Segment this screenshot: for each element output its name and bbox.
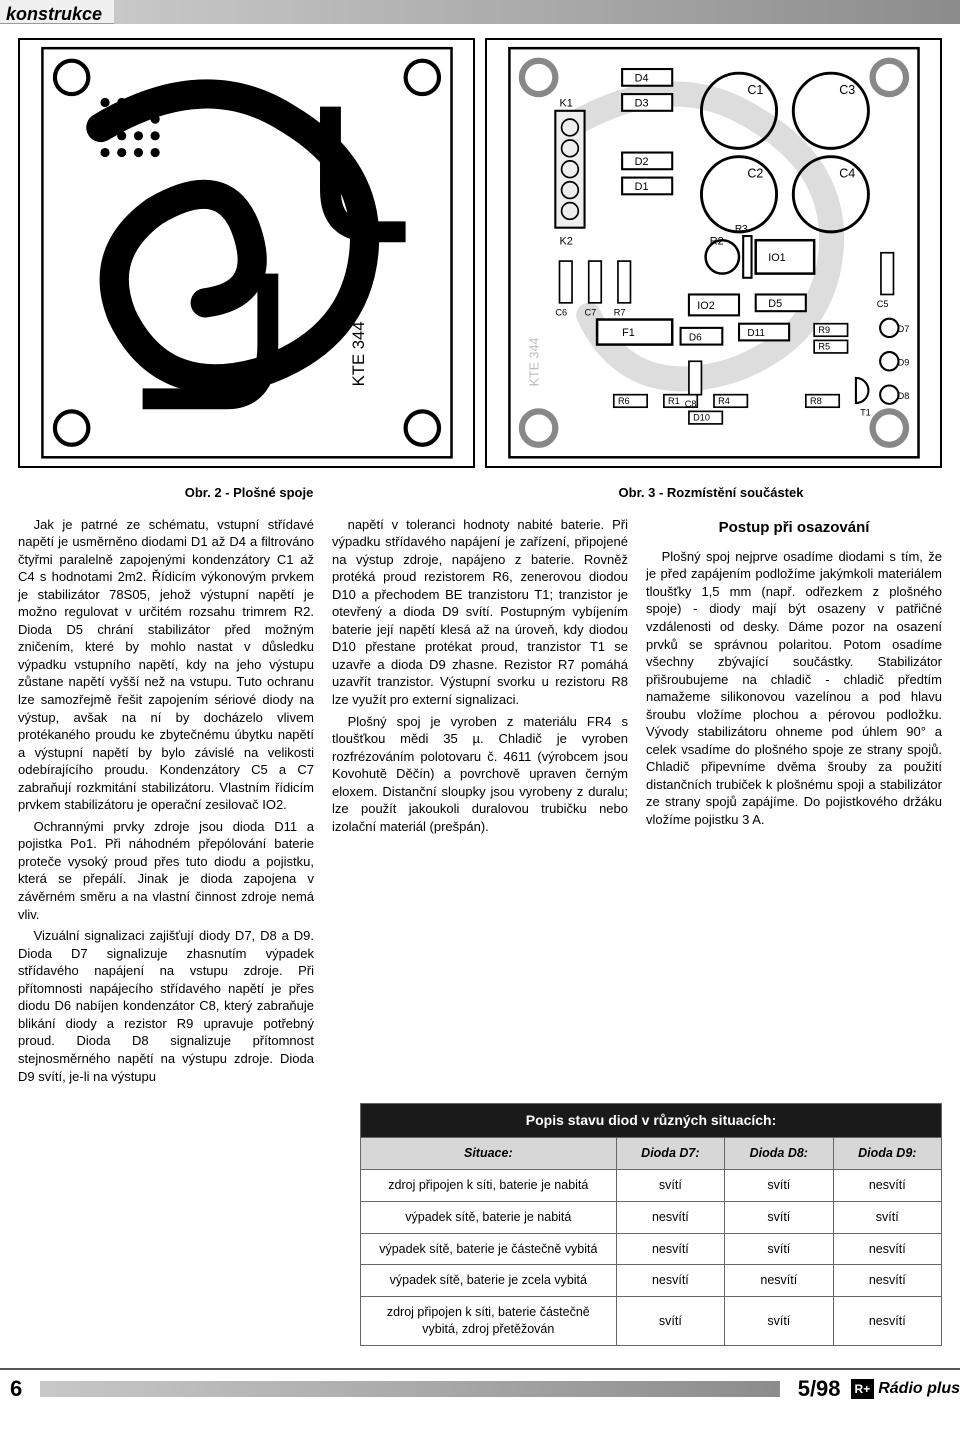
diode-state-table-wrap: Popis stavu diod v různých situacích: Si… — [360, 1103, 942, 1346]
svg-text:K1: K1 — [559, 98, 572, 110]
issue-number: 5/98 — [788, 1370, 851, 1408]
svg-text:C5: C5 — [876, 299, 888, 309]
svg-text:R3: R3 — [734, 224, 747, 235]
table-header-row: Situace: Dioda D7: Dioda D8: Dioda D9: — [361, 1137, 942, 1169]
figure-pcb-traces: KTE 344 — [18, 38, 475, 468]
svg-text:D3: D3 — [634, 98, 648, 110]
para-1: Jak je patrné ze schématu, vstupní stříd… — [18, 516, 314, 814]
svg-text:KTE 344: KTE 344 — [527, 338, 541, 387]
column-1: Jak je patrné ze schématu, vstupní stříd… — [18, 516, 314, 1090]
svg-text:R7: R7 — [613, 308, 625, 318]
svg-text:R2: R2 — [709, 236, 723, 248]
section-header: konstrukce — [0, 0, 960, 24]
diode-state-table: Popis stavu diod v různých situacích: Si… — [360, 1103, 942, 1346]
section-label: konstrukce — [0, 0, 114, 24]
component-layout-art: C1 C3 C2 C4 D4 D3 D2 D1 K1 K2 R2 IO1 R3 … — [492, 44, 936, 461]
caption-left: Obr. 2 - Plošné spoje — [18, 484, 480, 502]
svg-text:C1: C1 — [747, 83, 763, 97]
subheading-procedure: Postup při osazování — [646, 518, 942, 538]
footer-gradient-band — [40, 1381, 779, 1397]
magazine-brand: R+ Rádio plus — [851, 1378, 960, 1400]
table-row: výpadek sítě, baterie je částečně vybitá… — [361, 1233, 942, 1265]
table-row: výpadek sítě, baterie je zcela vybitá ne… — [361, 1265, 942, 1297]
svg-text:D6: D6 — [688, 333, 701, 344]
svg-text:D1: D1 — [634, 181, 648, 193]
brand-text: Rádio plus — [878, 1378, 960, 1400]
svg-text:IO2: IO2 — [697, 300, 714, 312]
svg-text:D5: D5 — [768, 298, 782, 310]
svg-text:R5: R5 — [818, 342, 830, 352]
svg-text:F1: F1 — [622, 327, 635, 339]
article-columns: Jak je patrné ze schématu, vstupní stříd… — [0, 516, 960, 1090]
svg-text:D8: D8 — [897, 391, 909, 401]
para-4: napětí v toleranci hodnoty nabité bateri… — [332, 516, 628, 709]
svg-text:K2: K2 — [559, 236, 572, 248]
brand-box: R+ — [851, 1379, 875, 1399]
para-6: Plošný spoj nejprve osadíme diodami s tí… — [646, 548, 942, 829]
table-row: zdroj připojen k síti, baterie částečně … — [361, 1297, 942, 1346]
svg-text:D9: D9 — [897, 358, 909, 368]
page-number: 6 — [0, 1370, 32, 1408]
figure-component-layout: C1 C3 C2 C4 D4 D3 D2 D1 K1 K2 R2 IO1 R3 … — [485, 38, 942, 468]
pcb-trace-art: KTE 344 — [25, 44, 469, 461]
para-2: Ochrannými prvky zdroje jsou dioda D11 a… — [18, 818, 314, 923]
svg-text:C4: C4 — [839, 167, 855, 181]
column-2: napětí v toleranci hodnoty nabité bateri… — [332, 516, 628, 1090]
svg-text:C8: C8 — [684, 399, 696, 409]
svg-text:D10: D10 — [693, 413, 710, 423]
figure-row: KTE 344 C1 C3 C2 C4 D4 D3 D2 D1 — [0, 32, 960, 474]
page-footer: 6 5/98 R+ Rádio plus — [0, 1368, 960, 1408]
svg-text:C3: C3 — [839, 83, 855, 97]
svg-text:C6: C6 — [555, 308, 567, 318]
svg-text:R8: R8 — [810, 396, 822, 406]
svg-text:D11: D11 — [747, 328, 765, 339]
th-situace: Situace: — [361, 1137, 617, 1169]
svg-text:T1: T1 — [860, 408, 871, 418]
svg-text:R4: R4 — [718, 396, 730, 406]
svg-text:C7: C7 — [584, 308, 596, 318]
svg-text:R9: R9 — [818, 325, 830, 335]
th-d7: Dioda D7: — [616, 1137, 724, 1169]
th-d8: Dioda D8: — [725, 1137, 833, 1169]
svg-text:D2: D2 — [634, 156, 648, 168]
table-row: zdroj připojen k síti, baterie je nabitá… — [361, 1169, 942, 1201]
figure-captions: Obr. 2 - Plošné spoje Obr. 3 - Rozmístěn… — [0, 474, 960, 516]
table-title: Popis stavu diod v různých situacích: — [361, 1104, 942, 1138]
para-5: Plošný spoj je vyroben z materiálu FR4 s… — [332, 713, 628, 836]
table-body: zdroj připojen k síti, baterie je nabitá… — [361, 1169, 942, 1345]
th-d9: Dioda D9: — [833, 1137, 941, 1169]
svg-text:C2: C2 — [747, 167, 763, 181]
svg-text:KTE 344: KTE 344 — [348, 322, 367, 387]
svg-text:D7: D7 — [897, 324, 909, 334]
svg-text:IO1: IO1 — [768, 252, 785, 264]
para-3: Vizuální signalizaci zajišťují diody D7,… — [18, 927, 314, 1085]
svg-text:R1: R1 — [668, 396, 680, 406]
header-gradient-band — [114, 0, 960, 24]
caption-right: Obr. 3 - Rozmístění součástek — [480, 484, 942, 502]
svg-text:D4: D4 — [634, 73, 648, 85]
column-3: Postup při osazování Plošný spoj nejprve… — [646, 516, 942, 1090]
svg-text:R6: R6 — [617, 396, 629, 406]
table-row: výpadek sítě, baterie je nabitá nesvítí … — [361, 1201, 942, 1233]
